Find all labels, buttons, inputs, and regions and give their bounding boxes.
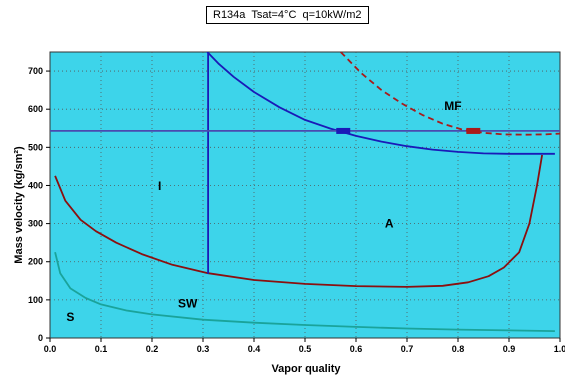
region-label-sw: SW (178, 296, 198, 310)
x-tick-label: 0.5 (299, 344, 312, 354)
x-tick-label: 0.7 (401, 344, 414, 354)
x-tick-label: 0.6 (350, 344, 363, 354)
y-tick-label: 100 (28, 295, 43, 305)
x-tick-label: 0.2 (146, 344, 159, 354)
x-tick-label: 0.0 (44, 344, 57, 354)
y-tick-label: 500 (28, 142, 43, 152)
region-label-a: A (385, 216, 394, 230)
y-tick-label: 0 (38, 333, 43, 343)
y-tick-label: 200 (28, 257, 43, 267)
x-tick-label: 0.4 (248, 344, 261, 354)
y-tick-label: 400 (28, 180, 43, 190)
y-axis-label: Mass velocity (kg/sm²) (13, 146, 25, 264)
y-tick-label: 700 (28, 66, 43, 76)
x-axis-label: Vapor quality (271, 363, 341, 375)
x-tick-label: 1.0 (554, 344, 565, 354)
plot-area (49, 51, 561, 339)
x-tick-label: 0.1 (95, 344, 108, 354)
chart-title: R134a Tsat=4°C q=10kW/m2 (206, 6, 369, 24)
x-tick-label: 0.9 (503, 344, 516, 354)
series-line-2 (206, 52, 555, 155)
y-tick-label: 600 (28, 104, 43, 114)
transition-marker-1 (466, 127, 481, 134)
region-label-s: S (66, 310, 74, 324)
x-tick-label: 0.3 (197, 344, 210, 354)
transition-marker-0 (336, 127, 351, 134)
region-label-i: I (158, 179, 161, 193)
x-tick-label: 0.8 (452, 344, 465, 354)
series-line-5 (340, 52, 560, 136)
region-label-mf: MF (444, 99, 461, 113)
series-line-1 (54, 251, 555, 332)
series-line-0 (54, 154, 543, 288)
y-tick-label: 300 (28, 219, 43, 229)
